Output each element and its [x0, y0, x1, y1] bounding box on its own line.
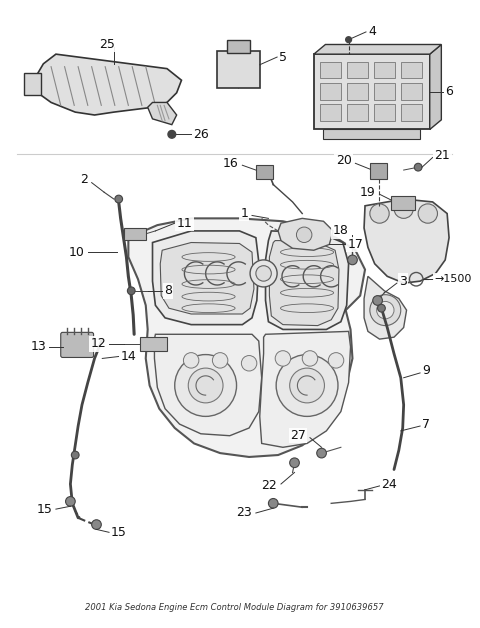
Circle shape: [175, 355, 237, 416]
Bar: [347, 104, 368, 121]
Text: 5: 5: [279, 50, 287, 63]
Bar: [324, 129, 420, 139]
Text: 15: 15: [37, 502, 53, 516]
Bar: [320, 83, 341, 100]
Circle shape: [328, 353, 344, 368]
Bar: [374, 104, 395, 121]
Bar: [140, 337, 167, 350]
Bar: [347, 83, 368, 100]
Text: 7: 7: [422, 418, 430, 431]
Text: 3: 3: [399, 274, 407, 288]
Polygon shape: [260, 332, 350, 447]
Circle shape: [115, 195, 122, 203]
Circle shape: [276, 355, 338, 416]
Bar: [124, 228, 146, 240]
Circle shape: [188, 368, 223, 403]
Text: 18: 18: [333, 224, 348, 237]
Bar: [320, 62, 341, 78]
Circle shape: [275, 350, 291, 366]
Circle shape: [348, 255, 357, 265]
Text: 13: 13: [31, 340, 46, 354]
Circle shape: [72, 451, 79, 459]
FancyBboxPatch shape: [61, 332, 94, 357]
Circle shape: [66, 497, 75, 506]
Polygon shape: [364, 199, 449, 283]
Circle shape: [127, 287, 135, 295]
Text: 21: 21: [434, 149, 450, 162]
Bar: [374, 83, 395, 100]
Circle shape: [317, 448, 326, 458]
Circle shape: [297, 227, 312, 242]
Bar: [314, 54, 430, 129]
Text: 6: 6: [445, 85, 453, 99]
Bar: [24, 73, 41, 95]
Text: →1500: →1500: [434, 274, 472, 284]
Circle shape: [346, 37, 351, 43]
Polygon shape: [269, 241, 339, 325]
Circle shape: [241, 355, 257, 371]
Text: 4: 4: [368, 25, 376, 38]
Bar: [217, 51, 260, 88]
Polygon shape: [128, 219, 365, 457]
Text: 2: 2: [80, 173, 88, 187]
Text: 12: 12: [90, 337, 106, 350]
Text: 17: 17: [348, 238, 363, 251]
Polygon shape: [430, 45, 441, 129]
Bar: [374, 62, 395, 78]
Text: 11: 11: [177, 217, 192, 230]
Circle shape: [289, 458, 300, 468]
Text: 22: 22: [262, 479, 277, 492]
Text: 2001 Kia Sedona Engine Ecm Control Module Diagram for 3910639657: 2001 Kia Sedona Engine Ecm Control Modul…: [85, 602, 384, 612]
Text: 23: 23: [236, 507, 252, 519]
Circle shape: [373, 296, 383, 305]
Circle shape: [289, 368, 324, 403]
Text: 24: 24: [382, 477, 397, 490]
Polygon shape: [314, 45, 441, 54]
Text: 1: 1: [240, 207, 248, 220]
Bar: [370, 163, 387, 179]
Bar: [391, 196, 415, 210]
Circle shape: [302, 350, 318, 366]
Circle shape: [377, 301, 394, 319]
Polygon shape: [278, 219, 333, 250]
Text: 19: 19: [360, 186, 376, 199]
Bar: [401, 104, 422, 121]
Text: 8: 8: [164, 284, 172, 297]
Polygon shape: [34, 54, 181, 115]
Text: 25: 25: [99, 38, 115, 51]
Bar: [401, 83, 422, 100]
Bar: [256, 165, 273, 179]
Circle shape: [418, 204, 437, 223]
Text: 9: 9: [422, 364, 430, 377]
Text: 26: 26: [193, 128, 209, 141]
Text: 20: 20: [336, 154, 351, 167]
Bar: [320, 104, 341, 121]
Circle shape: [250, 260, 277, 287]
Circle shape: [370, 204, 389, 223]
Circle shape: [378, 305, 385, 312]
Bar: [347, 62, 368, 78]
Polygon shape: [153, 231, 259, 325]
Text: 14: 14: [120, 350, 136, 363]
Circle shape: [92, 520, 101, 529]
Polygon shape: [364, 276, 407, 339]
Circle shape: [168, 131, 176, 138]
Circle shape: [212, 353, 228, 368]
Circle shape: [183, 353, 199, 368]
Text: 16: 16: [223, 157, 239, 170]
Polygon shape: [148, 102, 177, 125]
Text: 27: 27: [290, 429, 306, 442]
Circle shape: [414, 163, 422, 171]
Text: 15: 15: [111, 526, 127, 539]
Polygon shape: [265, 231, 348, 330]
Bar: [401, 62, 422, 78]
Circle shape: [370, 295, 401, 325]
Polygon shape: [155, 334, 262, 436]
Circle shape: [256, 266, 271, 281]
Polygon shape: [160, 242, 254, 314]
Circle shape: [268, 499, 278, 508]
Circle shape: [394, 199, 413, 219]
Bar: [227, 40, 250, 53]
Text: 10: 10: [69, 246, 85, 259]
